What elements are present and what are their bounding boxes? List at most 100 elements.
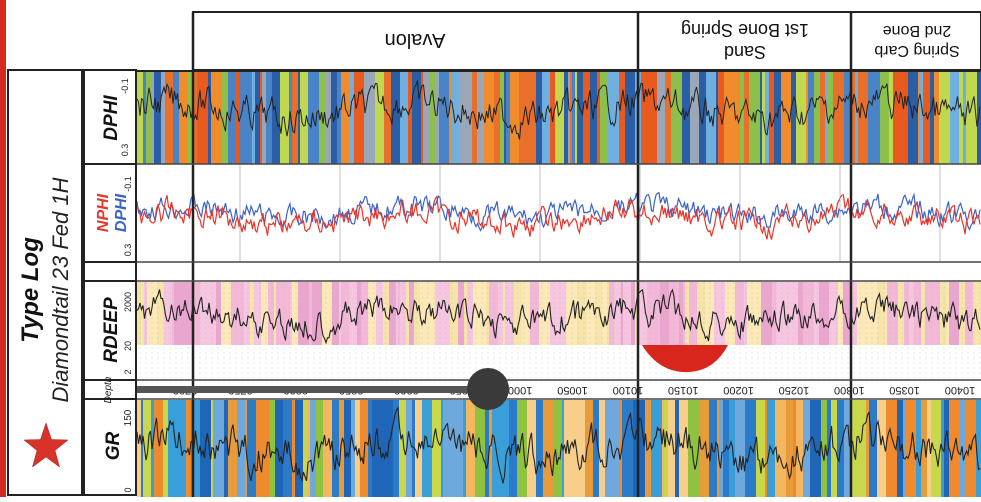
dphi-curve (137, 80, 981, 140)
facies-band (498, 282, 504, 345)
facies-band (298, 282, 310, 345)
facies-band (500, 400, 510, 497)
facies-band (290, 282, 293, 345)
facies-band (611, 400, 621, 497)
facies-band (524, 282, 531, 345)
facies-band (406, 400, 413, 497)
facies-band (494, 72, 501, 164)
facies-band (522, 72, 531, 164)
facies-band (585, 400, 594, 497)
facies-band (307, 400, 311, 497)
facies-band (844, 400, 853, 497)
gr-scale-top: 150 (123, 409, 134, 426)
facies-band (597, 72, 601, 164)
zone-1st-bone-line1: Sand (724, 42, 766, 62)
facies-band (163, 400, 169, 497)
facies-band (682, 72, 691, 164)
facies-band (441, 400, 444, 497)
facies-band (312, 282, 323, 345)
facies-band (906, 400, 917, 497)
facies-band (784, 282, 794, 345)
dphi-porosity-curve (137, 191, 981, 232)
facies-band (400, 282, 404, 345)
facies-band (904, 282, 910, 345)
facies-band (705, 282, 715, 345)
facies-band (247, 400, 257, 497)
facies-band (677, 282, 680, 345)
facies-band (665, 72, 672, 164)
facies-band (468, 72, 473, 164)
depth-marker-icon[interactable] (467, 368, 509, 410)
facies-band (137, 400, 142, 497)
facies-band (747, 282, 755, 345)
facies-band (441, 282, 451, 345)
depth-tick-label: 10050 (557, 384, 588, 396)
facies-band (583, 72, 591, 164)
facies-band (143, 72, 147, 164)
facies-band (850, 72, 856, 164)
facies-band (364, 72, 376, 164)
facies-band (798, 282, 804, 345)
facies-band (344, 400, 352, 497)
dphi-porosity-track-label: DPHI (113, 193, 130, 232)
depth-track-label: Depth (103, 376, 114, 403)
facies-band (292, 400, 296, 497)
facies-band (675, 400, 680, 497)
facies-band (484, 72, 495, 164)
facies-band (931, 400, 942, 497)
facies-band (475, 72, 478, 164)
dphi-scale-bottom: 0.3 (120, 144, 130, 157)
facies-band (939, 72, 951, 164)
facies-band (875, 72, 881, 164)
facies-band (372, 400, 384, 497)
facies-band (505, 282, 515, 345)
facies-band (949, 282, 960, 345)
facies-band (530, 72, 537, 164)
facies-band (260, 72, 263, 164)
facies-band (191, 400, 201, 497)
gr-scale-bottom: 0 (123, 487, 133, 492)
title-box (7, 69, 83, 496)
facies-band (564, 72, 569, 164)
facies-band (959, 282, 966, 345)
facies-band (664, 400, 669, 497)
facies-band (435, 282, 442, 345)
facies-band (572, 72, 576, 164)
facies-band (351, 400, 356, 497)
facies-band (414, 282, 421, 345)
depth-marker-bar (137, 386, 490, 393)
facies-band (436, 72, 440, 164)
gr-track-label: GR (103, 431, 124, 460)
facies-band (458, 282, 465, 345)
facies-band (793, 400, 797, 497)
facies-band (460, 72, 469, 164)
facies-band (820, 72, 826, 164)
facies-band (408, 72, 413, 164)
facies-band (157, 282, 165, 345)
facies-band (657, 72, 666, 164)
facies-band (504, 72, 507, 164)
facies-band (619, 72, 626, 164)
facies-band (399, 400, 407, 497)
facies-band (739, 400, 746, 497)
depth-tick-label: 10150 (668, 384, 699, 396)
facies-band (796, 400, 801, 497)
zone-2nd-bone-line1: Spring Carb (874, 42, 959, 59)
facies-band (887, 282, 899, 345)
facies-band (519, 72, 523, 164)
zone-1st-bone-line2: 1st Bone Spring (681, 20, 809, 40)
facies-band (590, 72, 598, 164)
facies-band (760, 72, 763, 164)
facies-band (668, 400, 676, 497)
facies-band (222, 72, 229, 164)
facies-band (341, 72, 351, 164)
facies-band (660, 282, 670, 345)
facies-band (245, 72, 253, 164)
facies-band (381, 282, 384, 345)
facies-band (432, 400, 442, 497)
facies-band (561, 282, 567, 345)
facies-band (745, 400, 757, 497)
facies-band (671, 72, 683, 164)
facies-band (918, 282, 922, 345)
facies-band (850, 282, 858, 345)
